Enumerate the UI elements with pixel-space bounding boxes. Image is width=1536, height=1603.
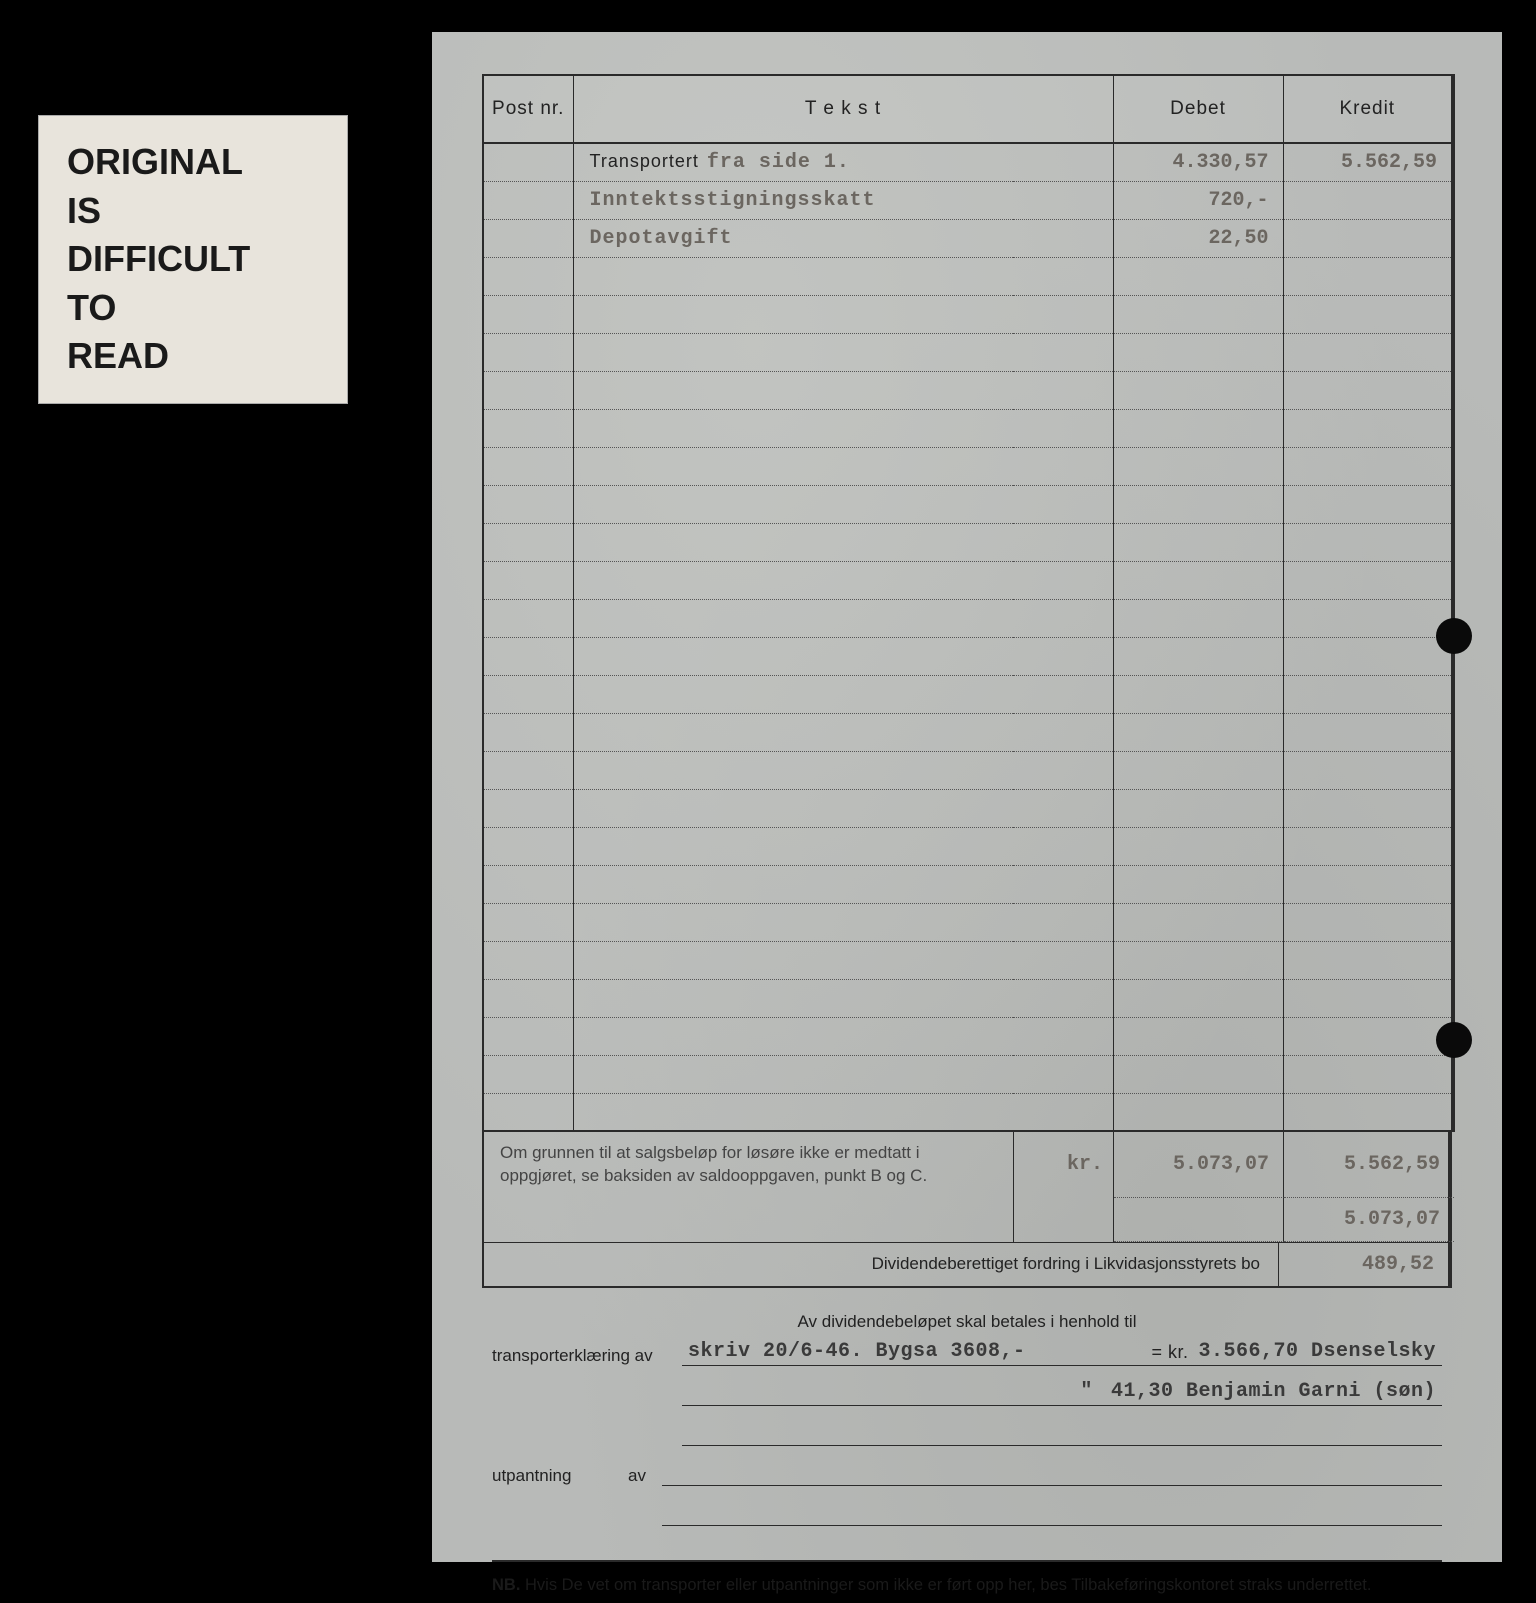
dividend-value: 489,52 [1278, 1243, 1448, 1286]
ledger-footer: Om grunnen til at salgsbeløp for løsøre … [482, 1132, 1452, 1288]
readability-notice: ORIGINAL IS DIFFICULT TO READ [38, 115, 348, 404]
nb-notice: NB. Hvis De vet om transporter eller utp… [492, 1560, 1442, 1595]
cell-tekst: Depotavgift [573, 219, 1113, 257]
transport-fill-2: " 41,30 Benjamin Garni (søn) [682, 1380, 1442, 1406]
payment-section: Av dividendebeløpet skal betales i henho… [482, 1288, 1452, 1603]
ledger-row-empty [483, 1055, 1453, 1093]
ledger-header-row: Post nr. T e k s t Debet Kredit [483, 75, 1453, 143]
transport-left-text: skriv 20/6-46. Bygsa 3608,- [688, 1340, 1026, 1363]
ledger-row: Transportertfra side 1.4.330,575.562,59 [483, 143, 1453, 181]
av-label: av [612, 1466, 662, 1486]
sum-kredit-2: 5.073,07 [1284, 1198, 1454, 1242]
cell-post-nr [483, 219, 573, 257]
ledger-row-empty [483, 675, 1453, 713]
ledger-row-empty [483, 789, 1453, 827]
payment-heading: Av dividendebeløpet skal betales i henho… [492, 1312, 1442, 1332]
sum-kredit-1: 5.562,59 [1284, 1132, 1454, 1198]
header-post-nr: Post nr. [483, 75, 573, 143]
cell-debet: 720,- [1113, 181, 1283, 219]
dividend-label: Dividendeberettiget fordring i Likvidasj… [484, 1254, 1278, 1274]
transport-right-text: 3.566,70 Dsenselsky [1198, 1340, 1436, 1363]
cell-post-nr [483, 143, 573, 181]
ledger-row-empty [483, 637, 1453, 675]
utpantning-line: utpantning av [492, 1460, 1442, 1486]
transport-label: transporterklæring av [492, 1346, 682, 1366]
header-kredit: Kredit [1283, 75, 1453, 143]
ledger-row: Depotavgift22,50 [483, 219, 1453, 257]
cell-kredit: 5.562,59 [1283, 143, 1453, 181]
ledger-row-empty [483, 561, 1453, 599]
equals-kr: = kr. [1151, 1342, 1188, 1363]
transport-continuation: " 41,30 Benjamin Garni (søn) [682, 1380, 1442, 1406]
blank-line [662, 1500, 1442, 1526]
ledger-row-empty [483, 751, 1453, 789]
ledger-row-empty [483, 827, 1453, 865]
cell-kredit [1283, 219, 1453, 257]
punch-hole-icon [1436, 1022, 1472, 1058]
ledger-row-empty [483, 447, 1453, 485]
nb-text: Hvis De vet om transporter eller utpantn… [525, 1576, 1371, 1594]
ledger-row: Inntektsstigningsskatt720,- [483, 181, 1453, 219]
ledger-row-empty [483, 1017, 1453, 1055]
header-tekst: T e k s t [573, 75, 1113, 143]
notice-text: ORIGINAL IS DIFFICULT TO READ [67, 138, 319, 381]
ledger-row-empty [483, 333, 1453, 371]
cell-kredit [1283, 181, 1453, 219]
ledger-row-empty [483, 1093, 1453, 1131]
sum-debet: 5.073,07 [1114, 1132, 1284, 1198]
blank-line [682, 1420, 1442, 1446]
ledger-row-empty [483, 865, 1453, 903]
ledger-row-empty [483, 903, 1453, 941]
ledger-row-empty [483, 941, 1453, 979]
ledger-row-empty [483, 599, 1453, 637]
ledger-row-empty [483, 409, 1453, 447]
ledger-row-empty [483, 713, 1453, 751]
ledger-row-empty [483, 485, 1453, 523]
transport-declaration-line: transporterklæring av skriv 20/6-46. Byg… [492, 1340, 1442, 1366]
transport-line2-text: 41,30 Benjamin Garni (søn) [1111, 1380, 1436, 1403]
cell-debet: 4.330,57 [1113, 143, 1283, 181]
footer-note: Om grunnen til at salgsbeløp for løsøre … [484, 1132, 1014, 1198]
nb-prefix: NB. [492, 1576, 520, 1594]
ledger-table: Post nr. T e k s t Debet Kredit Transpor… [482, 74, 1455, 1132]
ledger-row-empty [483, 523, 1453, 561]
utpantning-label: utpantning [492, 1466, 612, 1486]
ledger-row-empty [483, 295, 1453, 333]
ledger-row-empty [483, 257, 1453, 295]
ledger-row-empty [483, 979, 1453, 1017]
cell-tekst: Transportertfra side 1. [573, 143, 1113, 181]
ditto-mark: " [1080, 1380, 1093, 1403]
utpantning-fill [662, 1460, 1442, 1486]
punch-hole-icon [1436, 618, 1472, 654]
scanned-document: Post nr. T e k s t Debet Kredit Transpor… [432, 32, 1502, 1562]
transport-fill-1: skriv 20/6-46. Bygsa 3608,- = kr. 3.566,… [682, 1340, 1442, 1366]
ledger-row-empty [483, 371, 1453, 409]
cell-tekst: Inntektsstigningsskatt [573, 181, 1113, 219]
kr-label: kr. [1014, 1132, 1114, 1198]
cell-post-nr [483, 181, 573, 219]
cell-debet: 22,50 [1113, 219, 1283, 257]
header-debet: Debet [1113, 75, 1283, 143]
